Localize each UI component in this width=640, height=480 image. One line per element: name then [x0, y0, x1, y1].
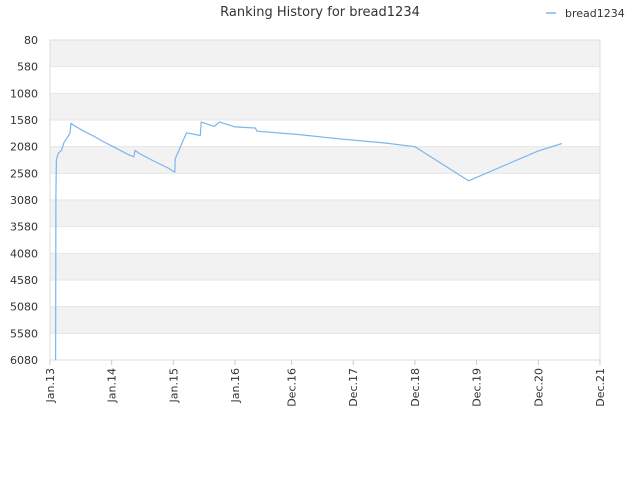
y-tick-label: 4080	[10, 247, 38, 260]
y-tick-label: 3080	[10, 194, 38, 207]
x-tick-label: Jan.13	[44, 368, 57, 403]
y-tick-label: 80	[24, 34, 38, 47]
legend-label[interactable]: bread1234	[565, 7, 625, 20]
y-tick-label: 6080	[10, 354, 38, 367]
x-tick-label: Dec.18	[409, 368, 422, 407]
y-tick-label: 1580	[10, 114, 38, 127]
plot-band	[50, 253, 600, 280]
y-tick-label: 2080	[10, 141, 38, 154]
series-line-bread1234	[54, 121, 563, 361]
legend[interactable]: bread1234	[546, 7, 625, 20]
y-tick-label: 580	[17, 61, 38, 74]
y-tick-label: 1080	[10, 87, 38, 100]
y-tick-label: 4580	[10, 274, 38, 287]
plot-band	[50, 146, 600, 174]
plot-band	[50, 306, 600, 334]
x-tick-label: Dec.19	[471, 368, 484, 407]
y-tick-label: 5080	[10, 301, 38, 314]
x-tick-label: Jan.15	[167, 368, 180, 403]
plot-border	[49, 39, 601, 361]
chart-title: Ranking History for bread1234	[220, 5, 420, 20]
plot-bands	[50, 40, 600, 334]
grid-lines	[50, 39, 600, 361]
plot-band	[50, 200, 600, 227]
x-tick-label: Jan.16	[229, 368, 242, 403]
y-tick-label: 3580	[10, 221, 38, 234]
x-axis: Jan.13 Jan.14 Jan.15 Jan.16 Dec.16 Dec.17 Dec.…	[44, 360, 607, 407]
x-tick-label: Dec.21	[594, 368, 607, 407]
plot-band	[50, 93, 600, 120]
y-tick-label: 2580	[10, 167, 38, 180]
x-tick-label: Dec.16	[286, 368, 299, 407]
y-axis: 80 580 1080 1580 2080 2580 3080 3580 4080 4580 508…	[10, 34, 38, 367]
x-tick-label: Dec.20	[532, 368, 545, 407]
x-tick-label: Jan.14	[106, 368, 119, 403]
series-group	[54, 121, 563, 361]
y-tick-label: 5580	[10, 327, 38, 340]
plot-band	[50, 40, 600, 67]
x-tick-label: Dec.17	[347, 368, 360, 407]
